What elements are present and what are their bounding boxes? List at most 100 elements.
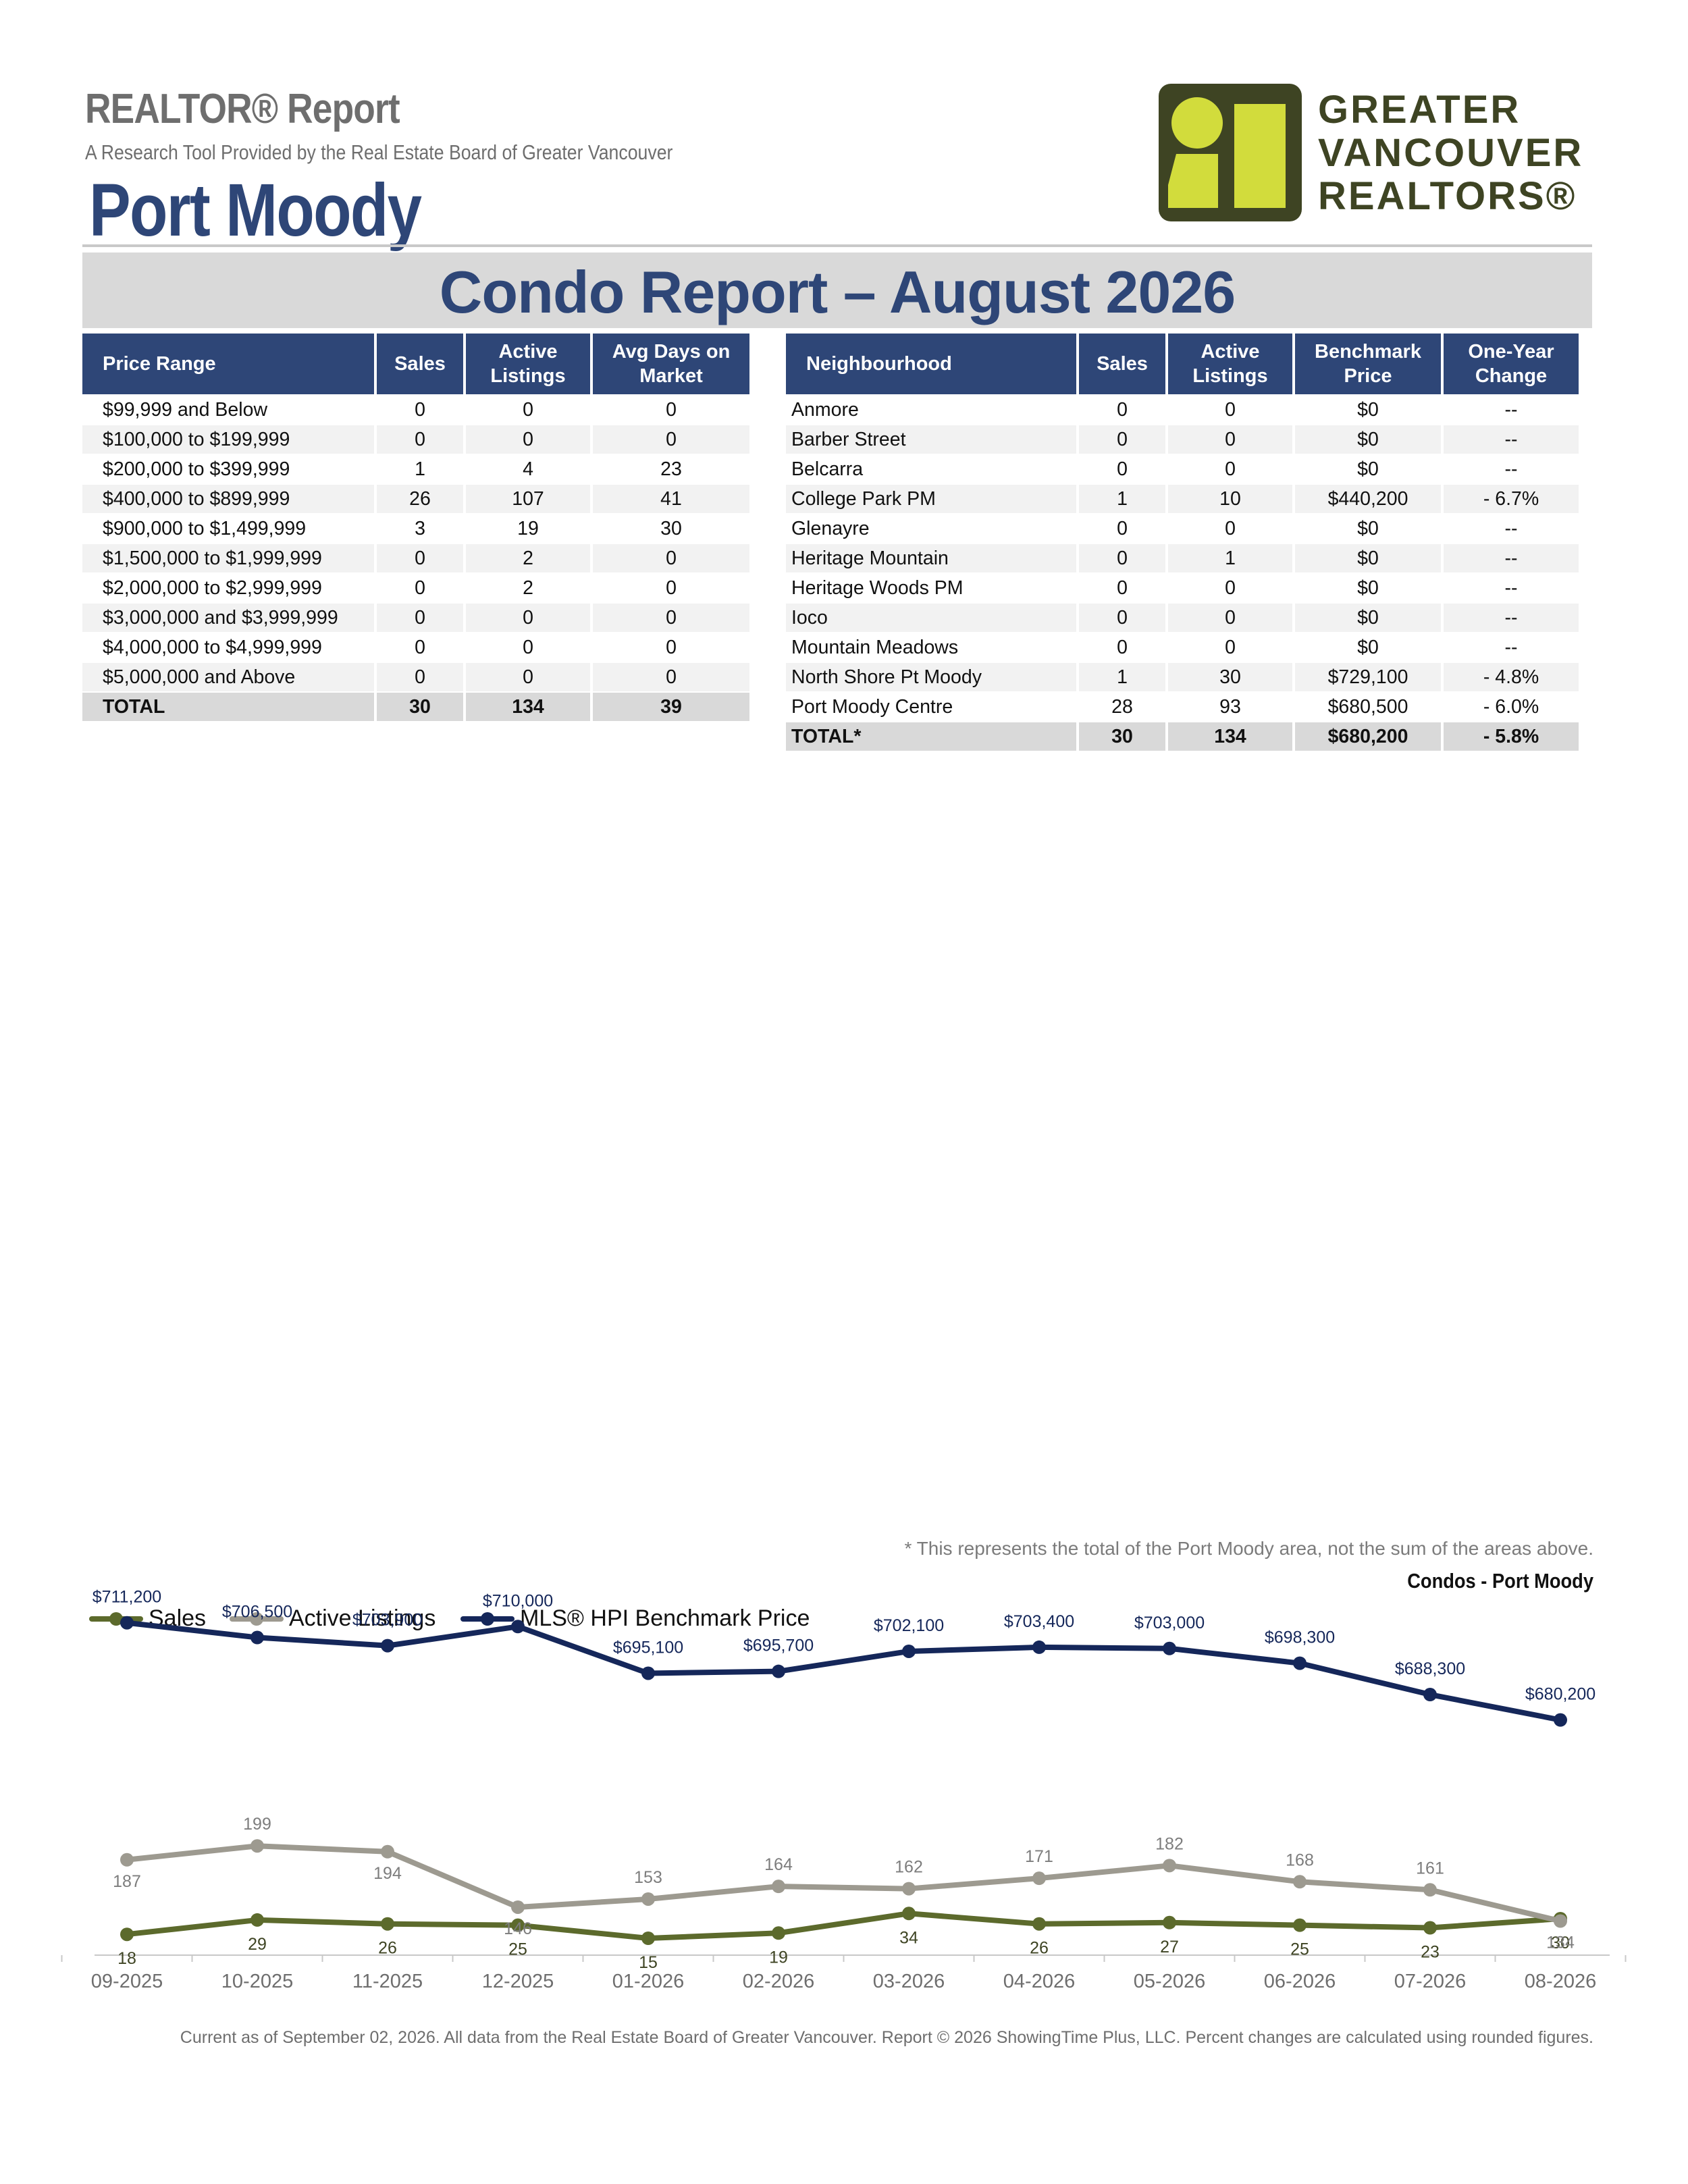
- legend-dot-swatch: [481, 1612, 494, 1626]
- data-label: $703,000: [1134, 1614, 1205, 1632]
- price-table-row: $100,000 to $199,999 0 0 0: [82, 425, 749, 454]
- neighbourhood-table-row: College Park PM 1 10 $440,200- 6.7%: [786, 485, 1579, 513]
- price-table-cell: 0: [415, 577, 425, 599]
- price-table-row: $5,000,000 and Above 0 0 0: [82, 663, 749, 691]
- x-tick-label: 07-2026: [1394, 1971, 1466, 1992]
- neighbourhood-table-cell: Belcarra: [791, 458, 864, 480]
- x-tick-label: 08-2026: [1525, 1971, 1596, 1992]
- price-table-cell: 26: [377, 485, 463, 513]
- data-point: [381, 1917, 394, 1931]
- neighbourhood-table-cell: 0: [1117, 458, 1128, 480]
- price-table-cell: $3,000,000 and $3,999,999: [82, 604, 374, 632]
- neighbourhood-table-cell: 0: [1117, 577, 1128, 599]
- data-point: [511, 1918, 525, 1932]
- neighbourhood-table-cell: - 4.8%: [1444, 663, 1579, 691]
- data-point: [381, 1844, 394, 1859]
- data-label: 27: [1160, 1938, 1179, 1956]
- neighbourhood-table-cell: Glenayre: [791, 517, 870, 539]
- neighbourhood-table-cell: --: [1444, 425, 1579, 454]
- price-range-table: Price Range Sales Active Listings Avg Days …: [80, 332, 752, 722]
- price-table-cell: 2: [466, 544, 590, 572]
- price-table-row: $900,000 to $1,499,999 3 19 30: [82, 514, 749, 543]
- data-label: $710,000: [483, 1591, 553, 1610]
- legend-label: Active Listings: [289, 1605, 436, 1631]
- neighbourhood-table-row: Mountain Meadows 0 0 $0 --: [786, 633, 1579, 662]
- neighbourhood-table-cell: 0: [1079, 425, 1165, 454]
- neighbourhood-table-cell: Anmore: [791, 398, 859, 421]
- data-label: 25: [1290, 1940, 1309, 1959]
- series-line: [124, 1843, 1563, 1924]
- data-point: [1163, 1915, 1176, 1929]
- neighbourhood-table-header-cell: Sales: [1079, 334, 1165, 394]
- neighbourhood-table-cell: 93: [1219, 695, 1241, 718]
- x-tick-label: 03-2026: [873, 1971, 945, 1992]
- legend-label: MLS® HPI Benchmark Price: [520, 1605, 810, 1631]
- data-label: $695,100: [613, 1638, 683, 1657]
- data-label: $703,900: [352, 1611, 423, 1630]
- neighbourhood-table-cell: Port Moody Centre: [791, 695, 953, 718]
- neighbourhood-table-cell: 10: [1168, 485, 1292, 513]
- price-table-header: Price Range Sales Active Listings Avg Days …: [82, 334, 749, 394]
- neighbourhood-table-cell: --: [1444, 604, 1579, 632]
- banner-title: Condo Report – August 2026: [439, 259, 1236, 325]
- data-point: [902, 1907, 916, 1921]
- neighbourhood-table-row: Ioco 0 0 $0 --: [786, 604, 1579, 632]
- data-label: 146: [504, 1919, 532, 1938]
- neighbourhood-table-cell: --: [1504, 398, 1518, 421]
- x-tick-label: 04-2026: [1003, 1971, 1075, 1992]
- price-table-cell: 3: [415, 517, 425, 539]
- data-label: 171: [1025, 1847, 1053, 1866]
- price-table-row: $400,000 to $899,999 26 107 41: [82, 485, 749, 513]
- neighbourhood-table-cell: $0: [1295, 544, 1441, 572]
- price-table-cell: $400,000 to $899,999: [82, 485, 374, 513]
- neighbourhood-table-cell: 1: [1168, 544, 1292, 572]
- neighbourhood-table-cell: Heritage Mountain: [786, 544, 1076, 572]
- data-label: 26: [1030, 1939, 1049, 1958]
- data-label: $703,400: [1004, 1612, 1074, 1631]
- data-point: [641, 1932, 655, 1945]
- price-table-cell: 0: [415, 636, 425, 658]
- data-point: [1554, 1713, 1567, 1727]
- price-table-row: $99,999 and Below 0 0 0: [82, 396, 749, 424]
- data-point: [120, 1927, 134, 1942]
- price-table-cell: 0: [666, 577, 677, 599]
- neighbourhood-table-cell: $0: [1295, 604, 1441, 632]
- data-point: [902, 1644, 916, 1658]
- header-divider: [82, 244, 1592, 247]
- data-point: [1554, 1914, 1567, 1928]
- data-point: [250, 1630, 264, 1645]
- neighbourhood-table-cell: $0: [1357, 577, 1379, 599]
- data-point: [250, 1913, 264, 1927]
- price-table-cell: 0: [377, 544, 463, 572]
- data-point: [772, 1926, 785, 1940]
- neighbourhood-table-cell: Barber Street: [786, 425, 1076, 454]
- data-label: $706,500: [222, 1603, 292, 1622]
- x-tick-label: 06-2026: [1264, 1971, 1336, 1992]
- neighbourhood-table-cell: Mountain Meadows: [791, 636, 959, 658]
- data-point: [1423, 1921, 1437, 1935]
- area-title: Port Moody: [89, 169, 422, 252]
- data-point: [120, 1853, 134, 1867]
- x-tick-label: 12-2025: [482, 1971, 554, 1992]
- neighbourhood-table-cell: --: [1504, 636, 1518, 658]
- x-tick-label: 11-2025: [352, 1971, 423, 1992]
- neighbourhood-table-cell: 0: [1225, 636, 1236, 658]
- data-point: [1293, 1656, 1307, 1670]
- neighbourhood-table-cell: $729,100: [1295, 663, 1441, 691]
- legend-dot-swatch: [109, 1612, 123, 1626]
- data-label: 34: [899, 1928, 918, 1947]
- series-line: [124, 1911, 1563, 1941]
- data-label: 153: [634, 1868, 662, 1887]
- price-table-row: $4,000,000 to $4,999,999 0 0 0: [82, 633, 749, 662]
- data-label: $702,100: [874, 1616, 944, 1635]
- neighbourhood-table-row: Heritage Woods PM 0 0 $0 --: [786, 574, 1579, 602]
- neighbourhood-table: Neighbourhood Sales Active Listings Benchma…: [783, 332, 1581, 752]
- data-label: 19: [769, 1948, 788, 1967]
- neighbourhood-table-cell: 0: [1079, 544, 1165, 572]
- price-table-cell: $4,000,000 to $4,999,999: [103, 636, 322, 658]
- data-label: 23: [1421, 1943, 1440, 1962]
- data-label: 25: [508, 1940, 527, 1959]
- neighbourhood-table-header-cell: One-Year Change: [1444, 334, 1579, 394]
- logo-text-line3: REALTORS®: [1318, 174, 1577, 218]
- neighbourhood-table-row: Barber Street 0 0 $0 --: [786, 425, 1579, 454]
